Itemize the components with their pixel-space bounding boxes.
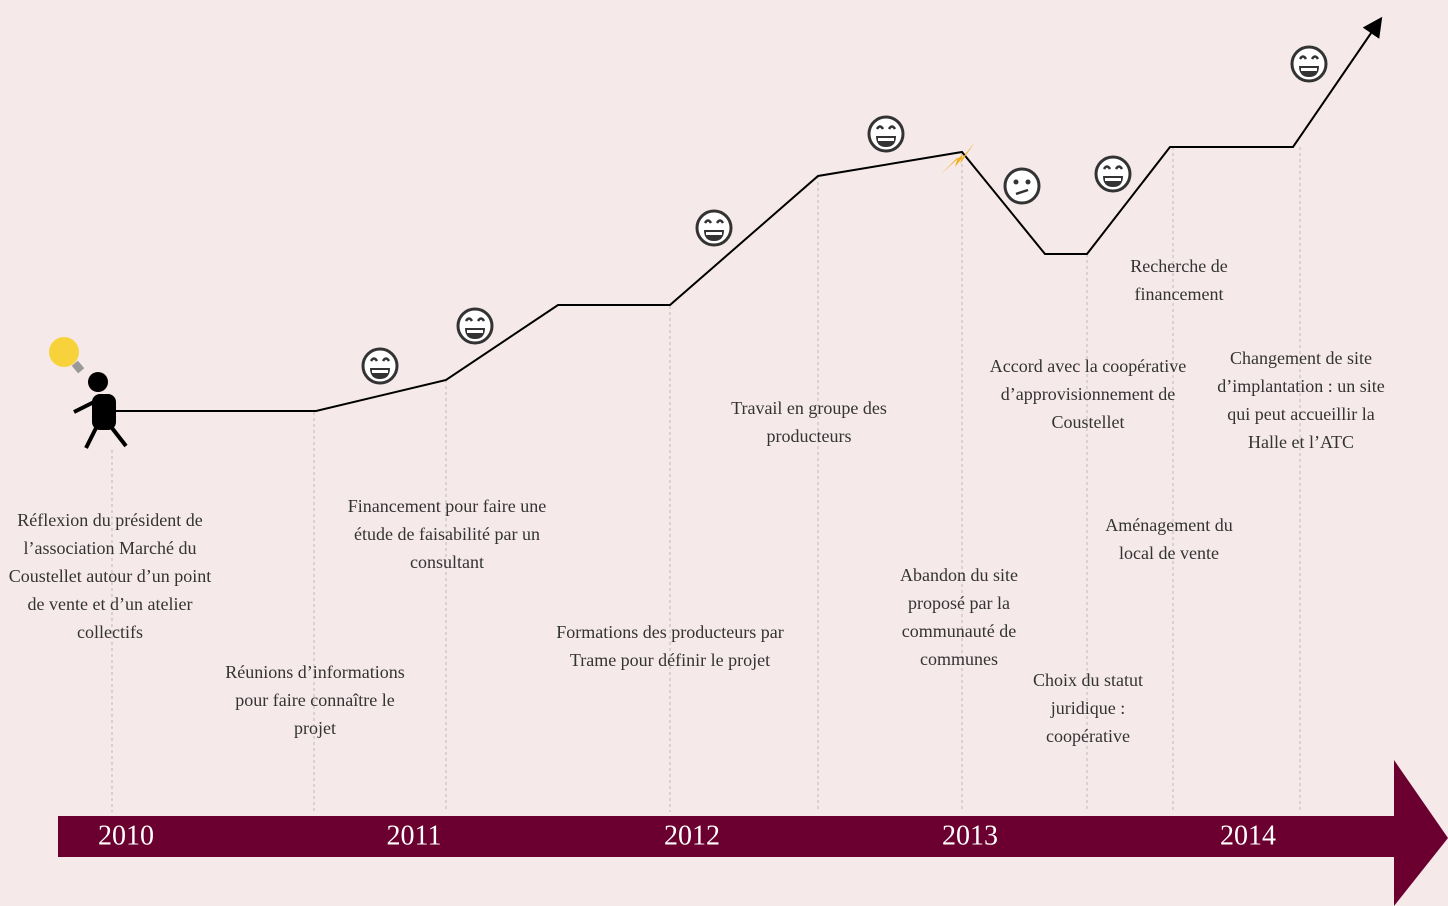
mood-icons bbox=[363, 47, 1326, 383]
event-label: Travail en groupe des producteurs bbox=[717, 394, 902, 450]
event-label: Accord avec la coopérative d’approvision… bbox=[988, 352, 1188, 436]
event-label: Réunions d’informations pour faire conna… bbox=[213, 658, 418, 742]
event-label: Financement pour faire une étude de fais… bbox=[335, 492, 560, 576]
progress-line bbox=[112, 20, 1380, 411]
year-label: 2010 bbox=[98, 820, 154, 851]
event-label: Choix du statut juridique : coopérative bbox=[1016, 666, 1161, 750]
timeline: 2010 2011 2012 2013 2014 Réflexion du présid… bbox=[0, 0, 1448, 906]
year-band bbox=[58, 816, 1398, 857]
band-arrow bbox=[1394, 760, 1448, 906]
year-label: 2013 bbox=[942, 820, 998, 851]
idea-figure bbox=[49, 337, 126, 448]
event-label: Aménagement du local de vente bbox=[1094, 511, 1244, 567]
event-label: Abandon du site proposé par la communaut… bbox=[889, 561, 1029, 673]
event-label: Réflexion du président de l’association … bbox=[3, 506, 218, 646]
year-label: 2012 bbox=[664, 820, 720, 851]
event-label: Changement de site d’implantation : un s… bbox=[1216, 344, 1386, 456]
event-label: Formations des producteurs par Trame pou… bbox=[555, 618, 785, 674]
year-label: 2014 bbox=[1220, 820, 1276, 851]
event-label: Recherche de financement bbox=[1117, 252, 1242, 308]
year-label: 2011 bbox=[387, 820, 442, 851]
